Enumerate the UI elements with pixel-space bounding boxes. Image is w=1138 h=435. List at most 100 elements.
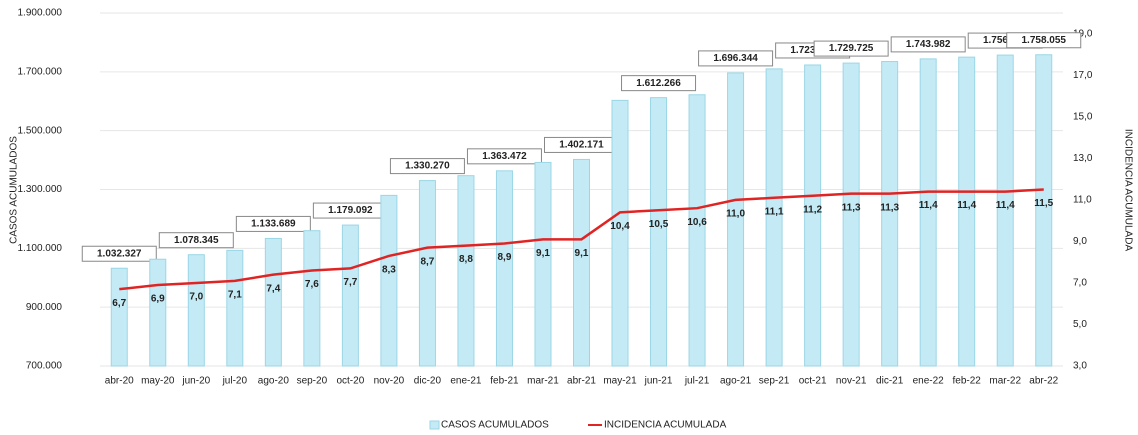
data-label: 10,5 [649,219,669,230]
x-tick-label: may-21 [603,376,637,387]
bar [534,161,552,367]
y-tick-label: 900.000 [26,302,63,313]
data-label: 1.696.344 [713,53,758,64]
bar [264,237,282,367]
data-label: 11,3 [842,202,861,213]
x-tick-label: oct-20 [336,376,364,387]
y2-tick-label: 3,0 [1073,361,1087,372]
y-tick-label: 1.300.000 [18,184,63,195]
x-tick-label: jun-21 [644,376,673,387]
bar [611,99,629,367]
legend-label: CASOS ACUMULADOS [441,420,549,431]
y2-tick-label: 17,0 [1073,70,1093,81]
x-tick-label: mar-22 [989,376,1021,387]
data-label: 11,1 [765,206,784,217]
data-label: 9,1 [536,248,550,259]
data-label: 11,3 [880,202,899,213]
data-label: 7,7 [343,277,357,288]
bar [650,97,668,367]
y-tick-label: 1.900.000 [18,8,63,19]
data-label: 1.032.327 [97,248,142,259]
x-tick-label: dic-20 [414,376,442,387]
bar [1035,54,1053,367]
data-label: 11,0 [726,209,745,220]
bar [996,54,1014,367]
x-tick-label: mar-21 [527,376,559,387]
x-tick-label: sep-20 [297,376,328,387]
data-label: 6,7 [112,298,126,309]
data-label: 1.363.472 [482,151,527,162]
x-tick-label: nov-20 [374,376,405,387]
data-label: 1.743.982 [906,39,951,50]
data-label: 1.756.944 [983,35,1028,46]
data-label: 7,0 [189,292,203,303]
data-label-box [158,232,234,249]
data-label: 7,6 [305,279,319,290]
y2-tick-label: 7,0 [1073,278,1087,289]
y2-tick-label: 5,0 [1073,319,1087,330]
data-label: 8,9 [498,252,512,263]
y-tick-label: 1.700.000 [18,66,63,77]
data-label: 11,2 [803,204,822,215]
y2-tick-label: 13,0 [1073,153,1093,164]
bar [303,230,321,367]
x-tick-label: nov-21 [836,376,867,387]
bar [573,158,590,367]
data-label: 11,4 [957,200,976,211]
data-label-box [698,50,774,67]
x-tick-label: jul-20 [222,376,248,387]
y-tick-label: 1.100.000 [18,243,63,254]
bar [110,267,128,367]
bar [958,56,976,367]
data-label: 6,9 [151,294,165,305]
y2-axis-title: INCIDENCIA ACUMULADA [1122,129,1133,252]
bar [804,64,822,367]
x-tick-label: sep-21 [759,376,790,387]
bar [495,170,513,367]
legend-swatch [429,420,440,430]
bar [881,61,899,367]
x-tick-label: feb-21 [490,376,519,387]
bar [380,194,398,367]
x-tick-label: ago-21 [720,376,752,387]
data-label: 10,4 [610,221,630,232]
legend-label: INCIDENCIA ACUMULADA [604,420,727,431]
x-tick-label: jul-21 [684,376,710,387]
data-label: 7,1 [228,290,242,301]
data-label-box [466,148,542,165]
y2-tick-label: 9,0 [1073,236,1087,247]
x-tick-label: abr-20 [105,376,134,387]
data-label: 7,4 [266,283,280,294]
bar [149,258,167,367]
data-label-box [621,75,697,92]
data-label: 11,5 [1034,198,1053,209]
line [119,188,1044,291]
bar [457,175,475,367]
x-tick-label: jun-20 [181,376,210,387]
y2-tick-label: 15,0 [1073,111,1093,122]
data-label: 11,4 [996,200,1015,211]
x-tick-label: ene-22 [913,376,945,387]
bar [842,62,860,367]
bar [688,94,706,367]
data-label: 1.330.270 [405,161,450,172]
data-label: 1.723.312 [790,45,835,56]
y2-tick-label: 11,0 [1073,195,1092,206]
x-tick-label: ago-20 [258,376,290,387]
bar [919,58,937,367]
x-tick-label: may-20 [141,376,175,387]
data-label-box [813,40,889,57]
data-label: 1.179.092 [328,205,373,216]
bar [765,68,783,367]
data-label: 1.402.171 [559,140,604,151]
bar [418,180,436,367]
bar [187,254,205,367]
data-label: 1.133.689 [251,219,296,230]
x-tick-label: feb-22 [953,376,982,387]
data-label-box [389,158,465,175]
data-label: 10,6 [687,217,707,228]
data-label: 8,3 [382,265,396,276]
x-tick-label: abr-22 [1029,376,1058,387]
y-axis-title: CASOS ACUMULADOS [9,136,20,244]
